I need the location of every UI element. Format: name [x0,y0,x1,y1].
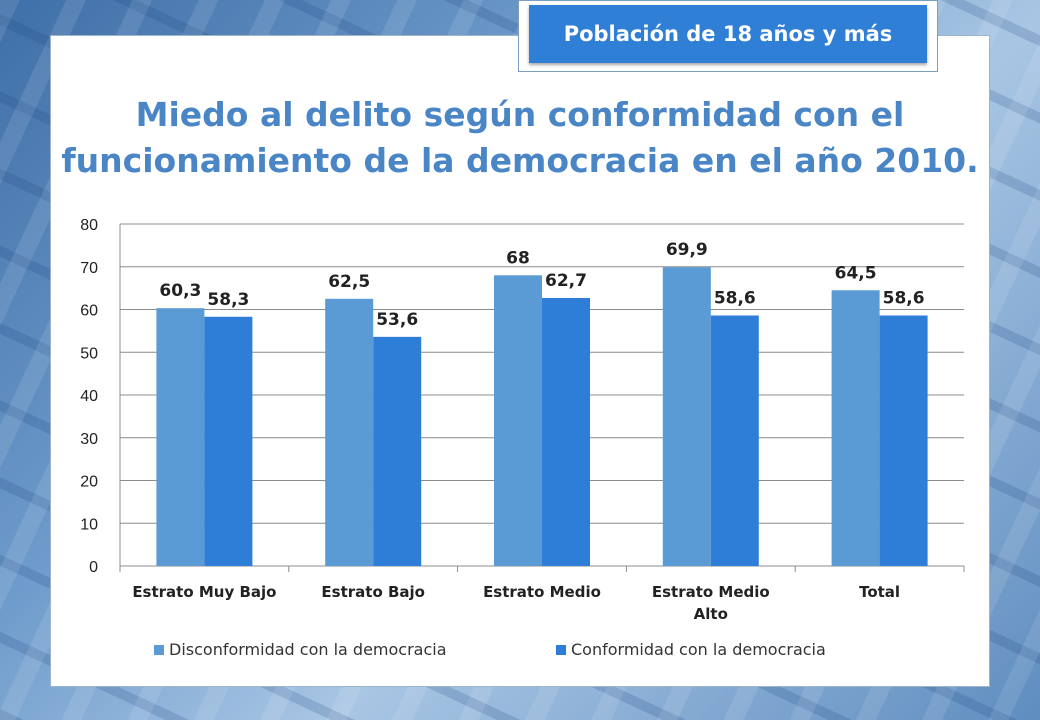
y-tick-label: 10 [80,516,98,533]
legend-label: Disconformidad con la democracia [169,640,447,659]
y-tick-label: 40 [80,388,98,405]
x-category-label: Estrato Bajo [321,583,425,601]
bar [662,267,711,566]
x-category-label: Estrato Medio [483,583,601,601]
data-label: 68 [506,248,530,268]
data-label: 62,5 [328,272,370,292]
data-label: 53,6 [376,310,418,330]
x-category-label: Total [859,583,900,601]
data-label: 62,7 [545,271,587,291]
y-tick-label: 30 [80,431,98,448]
chart-title: Miedo al delito según conformidad con el… [61,95,979,180]
bar [204,316,253,566]
bar [831,290,880,566]
data-label: 58,3 [207,290,249,310]
y-tick-label: 60 [80,303,98,320]
bar [325,298,374,566]
bar [879,315,928,566]
data-label: 58,6 [883,288,925,308]
x-category-label: Alto [694,605,728,623]
data-label: 58,6 [714,288,756,308]
y-tick-label: 70 [80,260,98,277]
bar [542,297,590,566]
y-tick-label: 50 [80,345,98,362]
x-category-label: Estrato Medio [652,583,770,601]
population-badge: Población de 18 años y más [518,0,938,72]
y-tick-label: 20 [80,474,98,491]
y-tick-label: 0 [89,559,98,576]
bar [710,315,759,566]
legend-swatch [556,645,566,655]
legend-swatch [154,645,164,655]
bar [156,308,205,566]
legend-label: Conformidad con la democracia [571,640,826,659]
data-label: 69,9 [666,240,708,260]
data-label: 64,5 [835,263,877,283]
x-category-label: Estrato Muy Bajo [132,583,276,601]
bar [494,275,542,566]
y-tick-label: 80 [80,217,98,234]
bar [373,336,422,566]
data-label: 60,3 [159,281,201,301]
badge-label: Población de 18 años y más [529,5,927,63]
